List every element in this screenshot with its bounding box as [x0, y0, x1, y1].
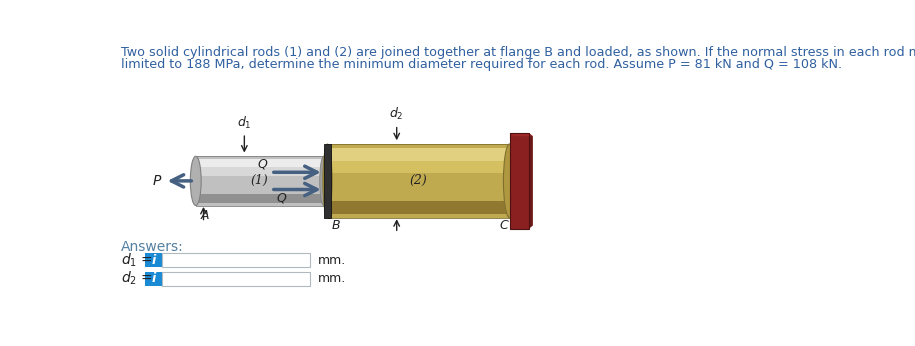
Text: (2): (2)	[410, 174, 427, 188]
Text: Two solid cylindrical rods (1) and (2) are joined together at flange B and loade: Two solid cylindrical rods (1) and (2) a…	[121, 46, 915, 59]
Text: mm.: mm.	[318, 272, 347, 285]
Ellipse shape	[190, 156, 201, 206]
Polygon shape	[510, 133, 529, 229]
FancyBboxPatch shape	[145, 272, 163, 285]
Polygon shape	[196, 156, 324, 206]
Polygon shape	[196, 167, 324, 176]
Polygon shape	[529, 133, 533, 229]
Text: $d_2$: $d_2$	[390, 106, 404, 122]
Polygon shape	[510, 133, 533, 136]
Text: P: P	[153, 174, 161, 188]
Polygon shape	[328, 161, 510, 173]
Text: mm.: mm.	[318, 254, 347, 267]
Polygon shape	[196, 194, 324, 203]
Text: A: A	[200, 209, 209, 221]
Text: (1): (1)	[251, 174, 269, 188]
Text: Answers:: Answers:	[121, 240, 183, 254]
FancyBboxPatch shape	[163, 272, 309, 285]
Polygon shape	[328, 144, 510, 218]
Text: $d_1$: $d_1$	[237, 115, 252, 131]
Text: B: B	[332, 219, 340, 233]
Ellipse shape	[319, 156, 328, 206]
Polygon shape	[196, 159, 324, 167]
FancyBboxPatch shape	[145, 253, 163, 267]
Polygon shape	[324, 144, 330, 218]
Text: i: i	[152, 272, 156, 285]
Text: Q: Q	[276, 191, 285, 204]
Text: $d_1$ =: $d_1$ =	[121, 252, 153, 269]
Text: limited to 188 MPa, determine the minimum diameter required for each rod. Assume: limited to 188 MPa, determine the minimu…	[121, 58, 842, 71]
Text: C: C	[500, 219, 508, 233]
Polygon shape	[328, 201, 510, 214]
Text: Q: Q	[258, 158, 268, 171]
Ellipse shape	[503, 144, 516, 218]
Polygon shape	[328, 148, 510, 161]
Text: $d_2$ =: $d_2$ =	[121, 270, 153, 288]
Text: i: i	[152, 254, 156, 267]
Ellipse shape	[323, 144, 332, 218]
FancyBboxPatch shape	[163, 253, 309, 267]
